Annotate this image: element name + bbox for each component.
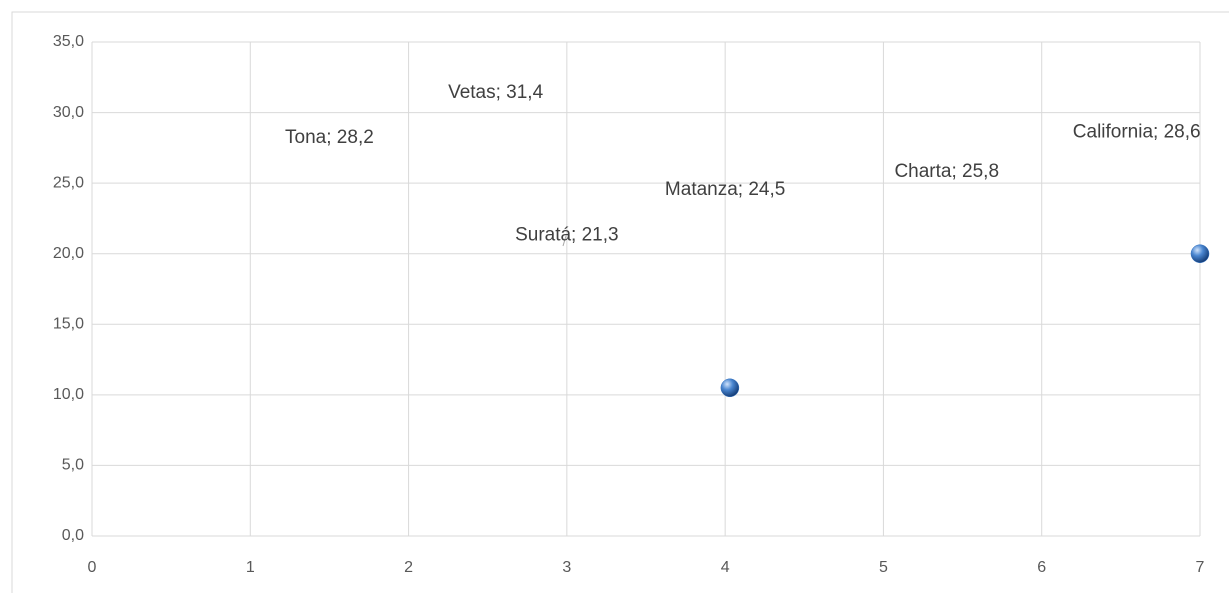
y-tick-label: 30,0 xyxy=(53,104,84,121)
y-tick-label: 15,0 xyxy=(53,316,84,333)
data-label: Vetas; 31,4 xyxy=(448,82,544,103)
data-label: Suratá; 21,3 xyxy=(515,224,619,245)
y-tick-label: 35,0 xyxy=(53,33,84,50)
x-tick-label: 1 xyxy=(246,559,255,576)
leader-line xyxy=(562,235,567,247)
y-tick-label: 5,0 xyxy=(62,457,84,474)
x-tick-label: 3 xyxy=(562,559,571,576)
point xyxy=(720,378,740,398)
x-tick-label: 4 xyxy=(721,559,730,576)
y-tick-label: 20,0 xyxy=(53,245,84,262)
data-label: Charta; 25,8 xyxy=(894,161,999,182)
data-label: California; 28,6 xyxy=(1073,121,1201,142)
y-tick-label: 0,0 xyxy=(62,527,84,544)
point xyxy=(1190,244,1210,263)
x-tick-label: 2 xyxy=(404,559,413,576)
x-tick-label: 5 xyxy=(879,559,888,576)
y-tick-label: 10,0 xyxy=(53,386,84,403)
chart-border xyxy=(11,11,1229,593)
y-tick-label: 25,0 xyxy=(53,174,84,191)
x-tick-label: 6 xyxy=(1037,559,1046,576)
x-tick-label: 7 xyxy=(1196,559,1205,576)
data-label: Matanza; 24,5 xyxy=(665,179,785,200)
data-label: Tona; 28,2 xyxy=(285,127,374,148)
x-tick-label: 0 xyxy=(88,559,97,576)
